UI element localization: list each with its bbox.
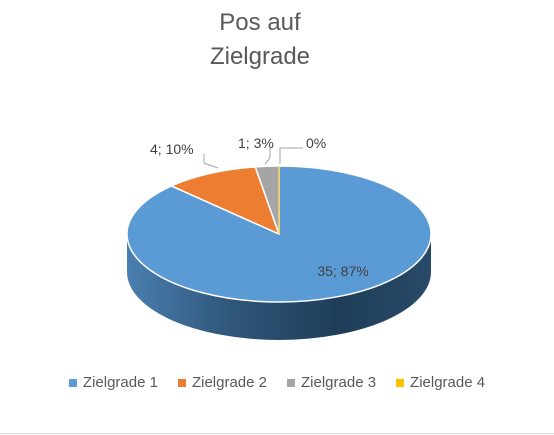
pie-slice-2 — [170, 166, 280, 235]
legend-item-zielgrade-2: Zielgrade 2 — [177, 374, 267, 391]
legend-swatch-zielgrade-3 — [287, 378, 295, 387]
legend-item-zielgrade-4: Zielgrade 4 — [396, 374, 485, 391]
data-label-2: 4; 10% — [150, 141, 194, 157]
pie-sides — [127, 234, 431, 340]
legend-label-zielgrade-4: Zielgrade 4 — [410, 374, 486, 391]
legend: Zielgrade 1 Zielgrade 2 Zielgrade 3 Ziel… — [0, 374, 554, 391]
legend-item-zielgrade-3: Zielgrade 3 — [287, 374, 376, 391]
leader-line-4 — [279, 147, 303, 164]
data-label-3: 1; 3% — [238, 135, 274, 151]
bottom-divider — [0, 433, 554, 434]
pie-data-labels: 35; 87% 4; 10% 1; 3% 0% — [150, 135, 369, 279]
legend-swatch-zielgrade-1 — [68, 378, 77, 387]
leader-line-3 — [264, 148, 271, 165]
pie-side-1 — [127, 234, 431, 340]
pie-tops — [126, 165, 432, 303]
chart-title-line-1: Pos auf — [219, 9, 301, 36]
legend-swatch-zielgrade-2 — [177, 378, 186, 387]
pie-leader-lines — [203, 147, 303, 169]
legend-item-zielgrade-1: Zielgrade 1 — [68, 374, 158, 391]
chart-title-line-2: Zielgrade — [209, 43, 311, 70]
chart-title: Pos auf Zielgrade — [0, 6, 520, 74]
data-label-1: 35; 87% — [317, 263, 368, 279]
legend-swatch-zielgrade-4 — [396, 378, 405, 387]
leader-line-2 — [203, 154, 219, 169]
data-label-4: 0% — [306, 135, 326, 151]
legend-label-zielgrade-1: Zielgrade 1 — [82, 374, 158, 391]
legend-label-zielgrade-3: Zielgrade 3 — [301, 374, 377, 391]
legend-label-zielgrade-2: Zielgrade 2 — [191, 374, 267, 391]
